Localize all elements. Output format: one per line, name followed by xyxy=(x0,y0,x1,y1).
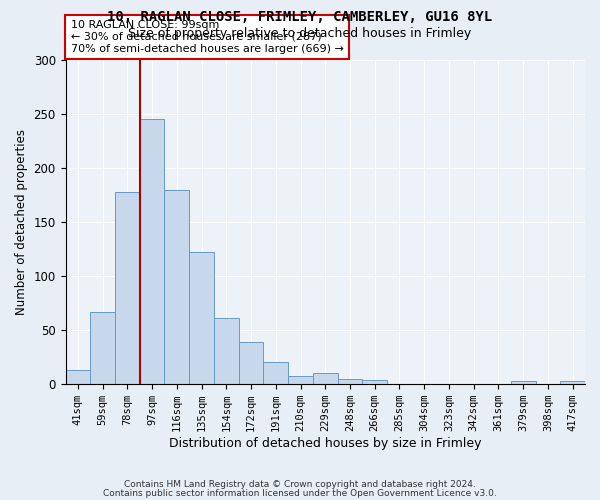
Bar xyxy=(214,318,239,384)
Text: Contains public sector information licensed under the Open Government Licence v3: Contains public sector information licen… xyxy=(103,489,497,498)
Text: Size of property relative to detached houses in Frimley: Size of property relative to detached ho… xyxy=(128,28,472,40)
Text: 10, RAGLAN CLOSE, FRIMLEY, CAMBERLEY, GU16 8YL: 10, RAGLAN CLOSE, FRIMLEY, CAMBERLEY, GU… xyxy=(107,10,493,24)
Text: 10 RAGLAN CLOSE: 99sqm
← 30% of detached houses are smaller (287)
70% of semi-de: 10 RAGLAN CLOSE: 99sqm ← 30% of detached… xyxy=(71,20,344,54)
Bar xyxy=(313,374,338,384)
Bar xyxy=(90,312,115,384)
Y-axis label: Number of detached properties: Number of detached properties xyxy=(15,129,28,315)
Bar xyxy=(164,190,189,384)
Bar xyxy=(189,252,214,384)
Bar xyxy=(288,376,313,384)
Bar xyxy=(263,362,288,384)
X-axis label: Distribution of detached houses by size in Frimley: Distribution of detached houses by size … xyxy=(169,437,482,450)
Bar xyxy=(140,120,164,384)
Bar xyxy=(511,381,536,384)
Bar xyxy=(239,342,263,384)
Bar xyxy=(362,380,387,384)
Bar xyxy=(65,370,90,384)
Text: Contains HM Land Registry data © Crown copyright and database right 2024.: Contains HM Land Registry data © Crown c… xyxy=(124,480,476,489)
Bar xyxy=(115,192,140,384)
Bar xyxy=(338,379,362,384)
Bar xyxy=(560,381,585,384)
